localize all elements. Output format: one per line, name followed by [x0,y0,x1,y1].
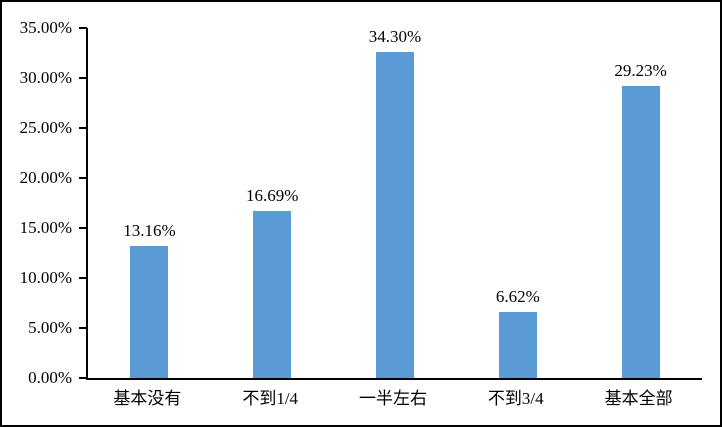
bar-slot: 6.62% [456,28,579,378]
y-axis-tick-mark [79,277,87,279]
bar-value-label: 29.23% [614,60,667,80]
y-axis-tick-label: 20.00% [19,168,72,187]
y-axis-tick-label: 25.00% [19,118,72,137]
bar-slot: 29.23% [579,28,702,378]
y-axis-tick-mark [79,177,87,179]
bar-slot: 16.69% [211,28,334,378]
y-axis-tick-label: 35.00% [19,18,72,37]
x-axis-category-label: 不到3/4 [487,389,544,408]
y-axis-tick-label: 30.00% [19,68,72,87]
y-axis-tick-label: 5.00% [28,318,72,337]
bar-value-label: 6.62% [495,286,540,306]
x-axis-category-label: 基本没有 [113,389,182,408]
bar-value-label: 16.69% [245,186,299,206]
x-axis-labels: 基本没有 不到1/4 一半左右 不到3/4 基本全部 [86,384,700,409]
bars-row: 13.16% 16.69% 34.30% 6.62% 29.23% [88,28,702,378]
y-axis-tick-label: 0.00% [28,368,72,387]
y-axis-tick-mark [79,327,87,329]
y-axis-tick-mark [79,227,87,229]
y-axis-tick-mark [79,27,87,29]
y-axis-labels: 0.00% 5.00% 10.00% 15.00% 20.00% 25.00% 30.00%… [2,18,72,387]
y-axis-tick-mark [79,77,87,79]
bar [253,211,292,378]
bar [130,246,169,378]
bar [621,85,660,378]
y-axis-tick-label: 15.00% [19,218,72,237]
bar-value-label: 34.30% [368,27,422,46]
bar-slot: 34.30% [334,28,457,378]
y-axis-tick-mark [79,127,87,129]
x-axis-category-label: 一半左右 [358,389,427,408]
bar [375,52,414,378]
y-axis-tick-label: 10.00% [19,268,72,287]
bar [498,311,537,378]
y-axis-tick-mark [79,377,87,379]
bar-value-label: 13.16% [123,221,176,241]
plot-area: 13.16% 16.69% 34.30% 6.62% 29.23% [79,27,702,380]
x-axis-category-label: 基本全部 [604,389,673,408]
bar-slot: 13.16% [88,28,211,378]
x-axis-category-label: 不到1/4 [242,389,299,408]
